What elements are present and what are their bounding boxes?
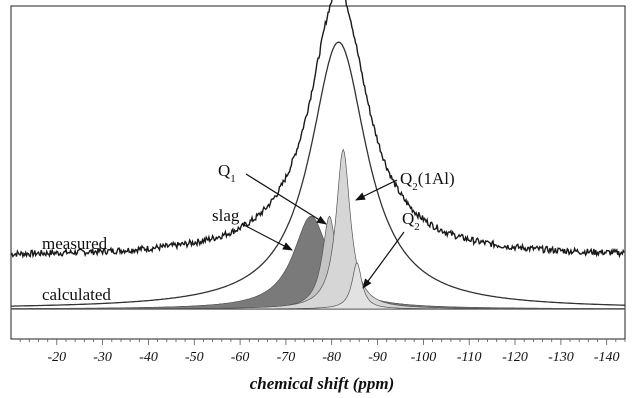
component-peaks [10, 148, 626, 310]
tick-label: -110 [457, 350, 482, 365]
tick-label: -40 [139, 350, 158, 365]
tick-label: -120 [502, 350, 528, 365]
tick-label: -70 [277, 350, 296, 365]
tick-label: -20 [47, 350, 66, 365]
calculated-curve [11, 41, 625, 307]
tick-label: -140 [594, 350, 620, 365]
peak-slag [10, 215, 626, 310]
label-q1: Q1 [218, 161, 236, 185]
tick-label: -60 [231, 350, 250, 365]
spectrum-curves [10, 0, 625, 307]
peak-q2 [11, 261, 625, 310]
arrow-q2-1al [355, 179, 398, 201]
plot-frame [10, 5, 626, 340]
measured-curve [10, 0, 625, 259]
tick-label: -80 [322, 350, 341, 365]
label-slag: slag [212, 206, 240, 225]
label-calculated: calculated [42, 285, 111, 304]
arrow-slag [241, 223, 293, 251]
arrow-q2 [362, 231, 405, 289]
label-measured: measured [42, 234, 108, 253]
label-q2: Q2 [402, 209, 420, 233]
tick-label: -30 [93, 350, 112, 365]
tick-label: -90 [368, 350, 387, 365]
tick-label: -130 [548, 350, 574, 365]
x-axis-title: chemical shift (ppm) [250, 374, 394, 393]
tick-label: -50 [185, 350, 204, 365]
tick-label: -100 [411, 350, 437, 365]
arrow-q1 [245, 173, 327, 225]
label-q2-1al: Q2(1Al) [400, 169, 455, 193]
x-axis-ticks: -20 -30 -40 -50 -60 -70 -80 -90 -100 -110 -120 -130… [19, 339, 626, 365]
